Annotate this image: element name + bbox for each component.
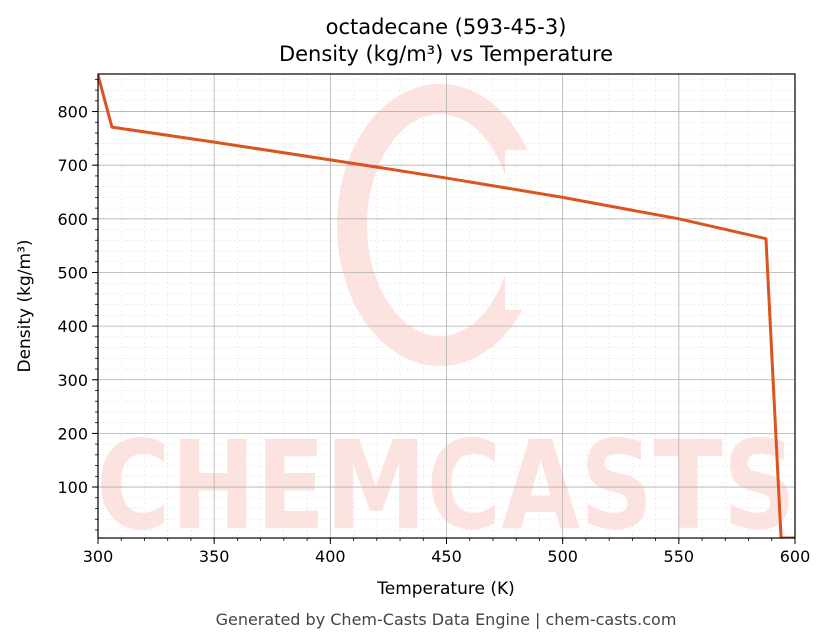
x-tick-label: 450 (431, 547, 462, 566)
x-tick-label: 350 (199, 547, 230, 566)
y-tick-label: 800 (57, 103, 88, 122)
y-axis: 100 200 300 400 500 600 700 800 (57, 78, 98, 531)
x-tick-label: 500 (547, 547, 578, 566)
y-tick-label: 500 (57, 263, 88, 282)
density-series-line (98, 74, 795, 538)
watermark-logo-gap (505, 150, 565, 310)
y-axis-label: Density (kg/m³) (15, 239, 35, 372)
x-tick-label: 400 (315, 547, 346, 566)
x-axis: 300 350 400 450 500 550 600 (83, 538, 811, 566)
y-tick-label: 300 (57, 371, 88, 390)
y-tick-label: 600 (57, 210, 88, 229)
x-tick-label: 300 (83, 547, 114, 566)
y-tick-label: 200 (57, 424, 88, 443)
y-tick-label: 700 (57, 156, 88, 175)
footer-credit: Generated by Chem-Casts Data Engine | ch… (216, 610, 677, 629)
chart-subtitle: Density (kg/m³) vs Temperature (279, 42, 613, 66)
watermark-text: CHEMCASTS (96, 415, 796, 557)
x-tick-label: 600 (780, 547, 811, 566)
chart-title: octadecane (593-45-3) (326, 15, 567, 39)
x-axis-label: Temperature (K) (376, 579, 515, 599)
x-tick-label: 550 (664, 547, 695, 566)
series-layer (98, 74, 795, 538)
y-tick-label: 100 (57, 478, 88, 497)
y-tick-label: 400 (57, 317, 88, 336)
